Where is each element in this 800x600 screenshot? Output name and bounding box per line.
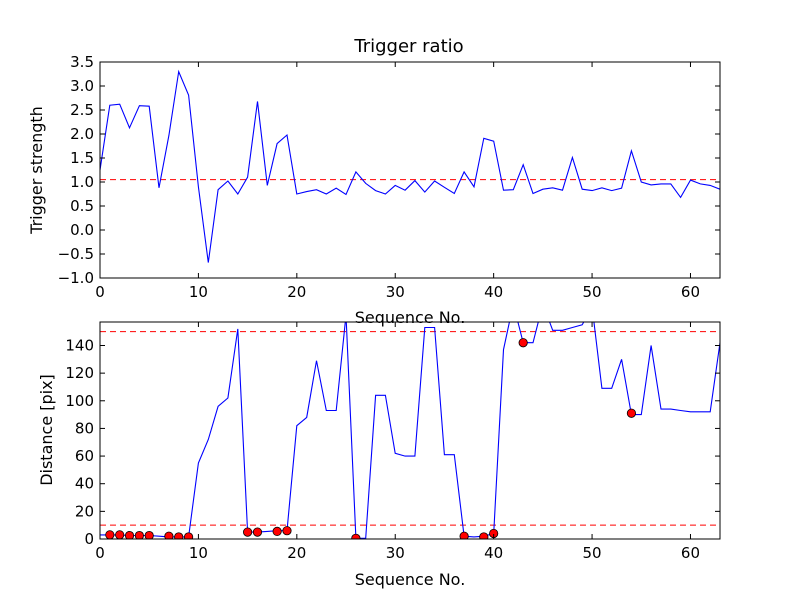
data-point [134,530,144,539]
y-tick-label: 2.0 [70,125,94,143]
data-point [351,533,361,539]
data-point [272,526,282,536]
y-ticks: 0 20 40 60 80 100 120 140 [65,336,720,548]
y-tick-label: 100 [65,392,94,410]
distance-chart: 0 10 20 30 40 50 60 0 20 40 60 80 100 120 140 Sequenc… [37,321,721,589]
x-tick-label: 30 [386,283,405,301]
x-ticks: 0 10 20 30 40 50 60 [95,62,700,301]
data-point [183,532,194,539]
x-tick-label: 20 [287,283,306,301]
x-tick-label: 0 [95,283,105,301]
x-tick-label: 50 [583,283,602,301]
data-point [626,408,637,418]
plot-frame [99,61,721,279]
y-tick-label: 0.0 [70,221,94,239]
x-tick-label: 40 [484,283,503,301]
y-axis-label: Trigger strength [27,106,46,235]
x-tick-label: 20 [287,544,306,562]
series-line [100,322,720,539]
y-tick-label: 3.5 [70,53,94,71]
x-tick-label: 40 [484,544,503,562]
series-group [100,322,720,539]
x-tick-label: 50 [583,544,602,562]
data-point [144,530,154,539]
y-tick-label: 20 [75,502,94,520]
y-tick-label: 0 [84,530,94,548]
data-point [105,530,115,539]
reference-lines [100,331,720,526]
x-tick-label: 10 [189,544,208,562]
y-tick-label: 1.5 [70,149,94,167]
y-tick-label: 140 [65,336,94,354]
y-tick-label: 80 [75,419,94,437]
data-point [115,530,125,539]
x-tick-label: 60 [681,544,700,562]
data-point [243,527,253,537]
x-tick-label: 30 [386,544,405,562]
x-axis-label: Sequence No. [355,570,466,589]
data-point [164,531,174,539]
x-axis-label: Sequence No. [355,308,466,327]
y-ticks: −1.0 −0.5 0.0 0.5 1.0 1.5 2.0 2.5 3.0 3.5 [58,53,720,287]
y-tick-label: 40 [75,475,94,493]
series-line [100,69,720,263]
y-axis-label: Distance [pix] [37,374,56,486]
data-point [124,530,135,539]
data-point [479,532,489,539]
y-tick-label: 60 [75,447,94,465]
x-ticks: 0 10 20 30 40 50 60 [95,322,700,562]
data-point [174,532,184,539]
y-tick-label: 1.0 [70,173,94,191]
data-point [282,526,292,536]
y-tick-label: −0.5 [58,245,94,263]
y-tick-label: 2.5 [70,101,94,119]
data-point [252,527,263,537]
chart-title: Trigger ratio [353,36,463,57]
x-tick-label: 10 [189,283,208,301]
series-group [100,69,720,263]
data-point [459,531,469,539]
y-tick-label: 120 [65,364,94,382]
y-tick-label: 3.0 [70,77,94,95]
y-tick-label: −1.0 [58,269,94,287]
data-point [518,338,528,348]
x-tick-label: 0 [95,544,105,562]
plot-frame [99,321,721,540]
x-tick-label: 60 [681,283,700,301]
y-tick-label: 0.5 [70,197,94,215]
